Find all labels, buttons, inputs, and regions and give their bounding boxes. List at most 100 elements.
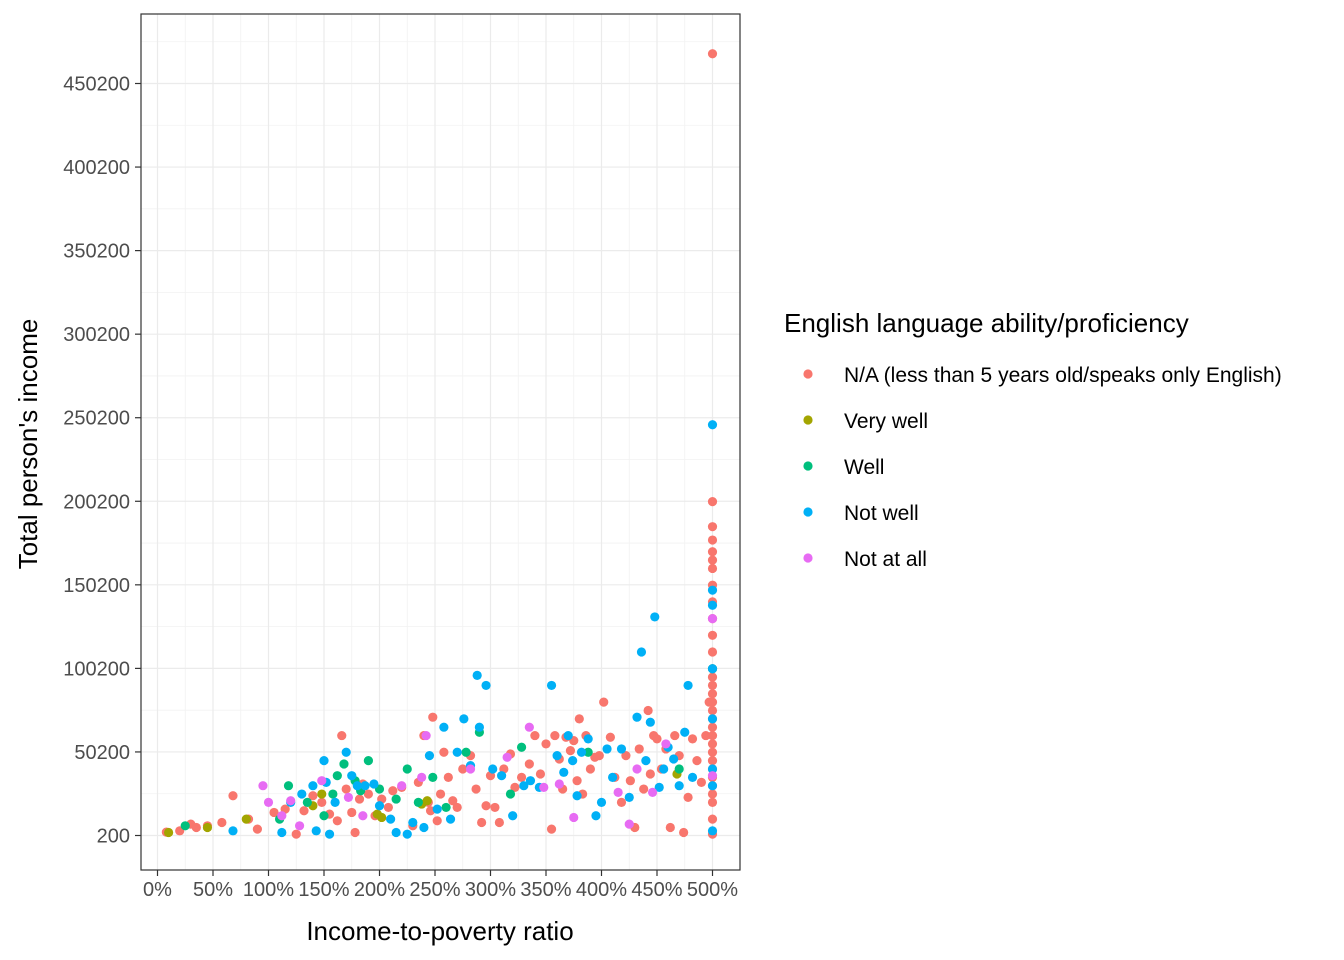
data-point: [616, 797, 627, 808]
data-point: [465, 764, 476, 774]
data-point: [645, 717, 655, 727]
data-point: [707, 535, 718, 545]
data-point: [441, 802, 451, 813]
data-point: [217, 817, 227, 828]
data-point: [432, 816, 442, 826]
data-point: [277, 827, 287, 838]
data-point: [477, 817, 487, 828]
data-point: [352, 781, 362, 791]
data-point: [202, 822, 213, 833]
data-point: [339, 759, 349, 769]
x-tick-label: 350%: [520, 879, 571, 901]
data-point: [563, 730, 573, 741]
data-point: [554, 779, 564, 789]
data-point: [707, 814, 718, 824]
data-point: [707, 756, 718, 766]
data-point: [661, 739, 671, 749]
data-point: [659, 764, 669, 774]
data-point: [354, 794, 365, 804]
data-point: [701, 730, 711, 741]
data-point: [632, 764, 642, 774]
data-point: [692, 756, 702, 766]
data-point: [585, 764, 596, 774]
data-point: [591, 811, 601, 821]
data-point: [350, 827, 360, 838]
data-point: [497, 771, 507, 781]
data-point: [535, 769, 546, 779]
data-point: [358, 811, 368, 821]
data-point: [330, 797, 340, 808]
data-point: [707, 739, 718, 749]
data-point: [419, 822, 429, 833]
legend-item: N/A (less than 5 years old/speaks only E…: [803, 364, 1282, 387]
plot-panel-border: [140, 13, 741, 871]
data-point: [707, 797, 718, 808]
x-axis: 0% 50% 100% 150% 200% 250% 300% 350% 400% 450% 500…: [143, 870, 738, 901]
data-point: [707, 722, 718, 732]
y-tick-label: 100200: [63, 658, 130, 680]
x-tick-label: 200%: [354, 879, 405, 901]
data-point: [363, 756, 373, 766]
data-point: [583, 747, 593, 757]
data-point: [377, 812, 387, 823]
data-point: [258, 781, 268, 791]
data-point: [269, 807, 279, 818]
data-point: [252, 824, 262, 834]
series-points: [228, 420, 718, 839]
data-point: [707, 672, 718, 682]
legend-key: [803, 507, 813, 517]
data-point: [546, 824, 557, 834]
data-point: [402, 764, 412, 774]
data-point: [679, 827, 689, 838]
data-point: [602, 744, 612, 754]
legend-item: Well: [803, 456, 884, 479]
data-point: [328, 789, 338, 799]
data-point: [687, 772, 698, 782]
legend-label: Very well: [844, 410, 928, 433]
data-point: [471, 784, 481, 794]
data-point: [707, 522, 718, 532]
data-point: [707, 789, 718, 799]
data-point: [291, 829, 301, 839]
data-point: [308, 781, 318, 791]
data-point: [707, 630, 718, 640]
data-point: [643, 705, 653, 716]
y-tick-label: 450200: [63, 74, 130, 96]
legend-key: [803, 369, 813, 379]
data-point: [583, 734, 593, 744]
data-point: [277, 811, 287, 821]
y-tick-label: 50200: [74, 742, 130, 764]
data-point: [283, 781, 294, 791]
data-point: [424, 751, 435, 761]
data-point: [241, 814, 251, 824]
data-point: [707, 730, 718, 741]
data-point: [707, 647, 718, 657]
data-point: [508, 811, 518, 821]
x-tick-label: 300%: [465, 879, 516, 901]
data-point: [386, 814, 396, 824]
x-axis-title: Income-to-poverty ratio: [306, 916, 573, 946]
data-point: [524, 722, 534, 732]
data-point: [670, 730, 680, 741]
legend-label: Not at all: [844, 548, 927, 571]
data-point: [228, 826, 238, 836]
data-point: [707, 664, 718, 674]
data-point: [707, 680, 718, 691]
legend-item: Not at all: [803, 548, 927, 571]
data-point: [650, 612, 660, 622]
legend-key: [803, 415, 813, 425]
data-point: [707, 547, 718, 557]
major-grid: [141, 14, 740, 870]
data-point: [680, 727, 690, 737]
legend-title: English language ability/proficiency: [784, 308, 1189, 338]
data-point: [707, 714, 718, 724]
data-point: [228, 791, 238, 801]
data-point: [599, 697, 609, 707]
data-point: [369, 779, 379, 789]
data-point: [341, 784, 351, 794]
y-tick-label: 400200: [63, 157, 130, 179]
y-tick-label: 350200: [63, 241, 130, 263]
data-point: [332, 816, 342, 826]
data-point: [576, 747, 587, 757]
